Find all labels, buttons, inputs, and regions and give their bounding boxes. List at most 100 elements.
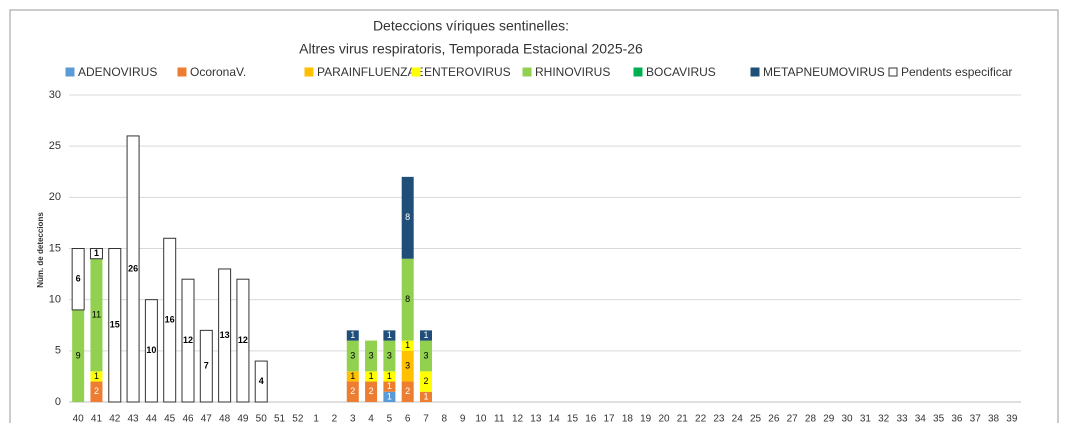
x-tick-label: 15 [567, 414, 579, 423]
bar-segment [144, 299, 158, 403]
x-tick-label: 19 [640, 414, 652, 423]
bar-segment [90, 371, 103, 382]
bar-segment [365, 381, 378, 402]
x-tick-label: 41 [91, 414, 103, 423]
x-tick-label: 12 [512, 414, 524, 423]
x-tick-label: 4 [368, 414, 374, 423]
x-tick-label: 10 [475, 414, 487, 423]
data-label: 1 [94, 248, 99, 258]
bar-segment [401, 381, 414, 402]
bar-segment [181, 278, 195, 403]
x-tick-label: 46 [182, 414, 194, 423]
x-tick-label: 1 [313, 414, 319, 423]
data-label: 26 [128, 263, 138, 273]
bar-segment [401, 258, 414, 341]
data-label: 15 [110, 320, 120, 330]
data-label: 2 [423, 376, 428, 386]
x-tick-label: 24 [732, 414, 744, 423]
bar-segment [108, 248, 122, 403]
bar-segment [90, 258, 103, 372]
legend-label: PARAINFLUENZAE [317, 65, 423, 79]
bar-segment [126, 135, 140, 403]
data-label: 2 [369, 386, 374, 396]
x-tick-label: 17 [604, 414, 616, 423]
x-tick-label: 22 [695, 414, 707, 423]
data-label: 2 [350, 386, 355, 396]
data-label: 9 [76, 350, 81, 360]
data-label: 1 [350, 371, 355, 381]
legend-swatch [633, 67, 643, 77]
x-tick-label: 26 [768, 414, 780, 423]
legend-swatch [522, 67, 532, 77]
data-label: 8 [405, 294, 410, 304]
legend-label: OcoronaV. [190, 65, 246, 79]
x-tick-label: 45 [164, 414, 176, 423]
bar-segment [365, 371, 378, 382]
x-tick-label: 48 [219, 414, 231, 423]
x-tick-label: 42 [109, 414, 121, 423]
data-label: 1 [387, 330, 392, 340]
bar-segment [401, 350, 414, 382]
x-tick-label: 11 [494, 414, 505, 423]
legend-swatch [411, 67, 421, 77]
x-tick-label: 47 [201, 414, 213, 423]
bar-segment [365, 340, 378, 372]
data-label: 1 [423, 330, 428, 340]
bar-segment [420, 340, 432, 372]
chart-title: Deteccions víriques sentinelles: [373, 18, 569, 34]
data-label: 1 [387, 391, 392, 401]
x-tick-label: 38 [988, 414, 1000, 423]
bar-segment [383, 391, 396, 402]
x-tick-label: 20 [658, 414, 670, 423]
y-tick-label: 5 [55, 345, 61, 357]
legend-label: RHINOVIRUS [535, 65, 610, 79]
x-tick-label: 32 [878, 414, 890, 423]
data-label: 12 [238, 335, 248, 345]
x-tick-label: 28 [805, 414, 817, 423]
legend-label: ADENOVIRUS [78, 65, 157, 79]
data-label: 11 [92, 309, 101, 319]
data-label: 1 [94, 371, 99, 381]
bar-segment [236, 278, 250, 403]
legend-swatch [304, 67, 314, 77]
x-tick-label: 6 [405, 414, 411, 423]
x-tick-label: 51 [274, 414, 286, 423]
x-tick-label: 31 [860, 414, 872, 423]
data-label: 1 [405, 340, 410, 350]
data-label: 4 [259, 376, 264, 386]
x-tick-label: 29 [823, 414, 835, 423]
data-label: 6 [76, 274, 81, 284]
x-tick-label: 8 [442, 414, 448, 423]
data-label: 3 [423, 350, 428, 360]
x-tick-label: 30 [842, 414, 854, 423]
x-tick-label: 37 [970, 414, 982, 423]
x-tick-label: 21 [677, 414, 689, 423]
data-label: 12 [183, 335, 193, 345]
bar-segment [401, 176, 414, 259]
x-tick-label: 25 [750, 414, 762, 423]
y-axis-label: Núm. de deteccions [36, 212, 45, 288]
bar-segment [346, 330, 359, 341]
legend-swatch [750, 67, 760, 77]
x-tick-label: 49 [237, 414, 249, 423]
data-label: 1 [387, 381, 392, 391]
bar-segment [420, 391, 432, 402]
y-tick-label: 0 [55, 396, 61, 408]
x-tick-label: 16 [585, 414, 597, 423]
data-label: 7 [204, 361, 209, 371]
legend-label: Pendents especificar [901, 65, 1012, 79]
data-label: 3 [369, 350, 374, 360]
x-tick-label: 27 [787, 414, 799, 423]
chart-subtitle: Altres virus respiratoris, Temporada Est… [299, 41, 643, 57]
data-label: 1 [387, 371, 392, 381]
x-tick-label: 3 [350, 414, 356, 423]
y-tick-label: 30 [49, 89, 61, 101]
y-tick-label: 20 [49, 191, 61, 203]
x-tick-label: 9 [460, 414, 466, 423]
x-tick-label: 43 [128, 414, 140, 423]
legend-swatch [888, 67, 898, 77]
bar-segment [199, 329, 213, 403]
x-tick-label: 44 [146, 414, 158, 423]
bar-segment [72, 309, 85, 402]
bar-segment [383, 371, 396, 382]
